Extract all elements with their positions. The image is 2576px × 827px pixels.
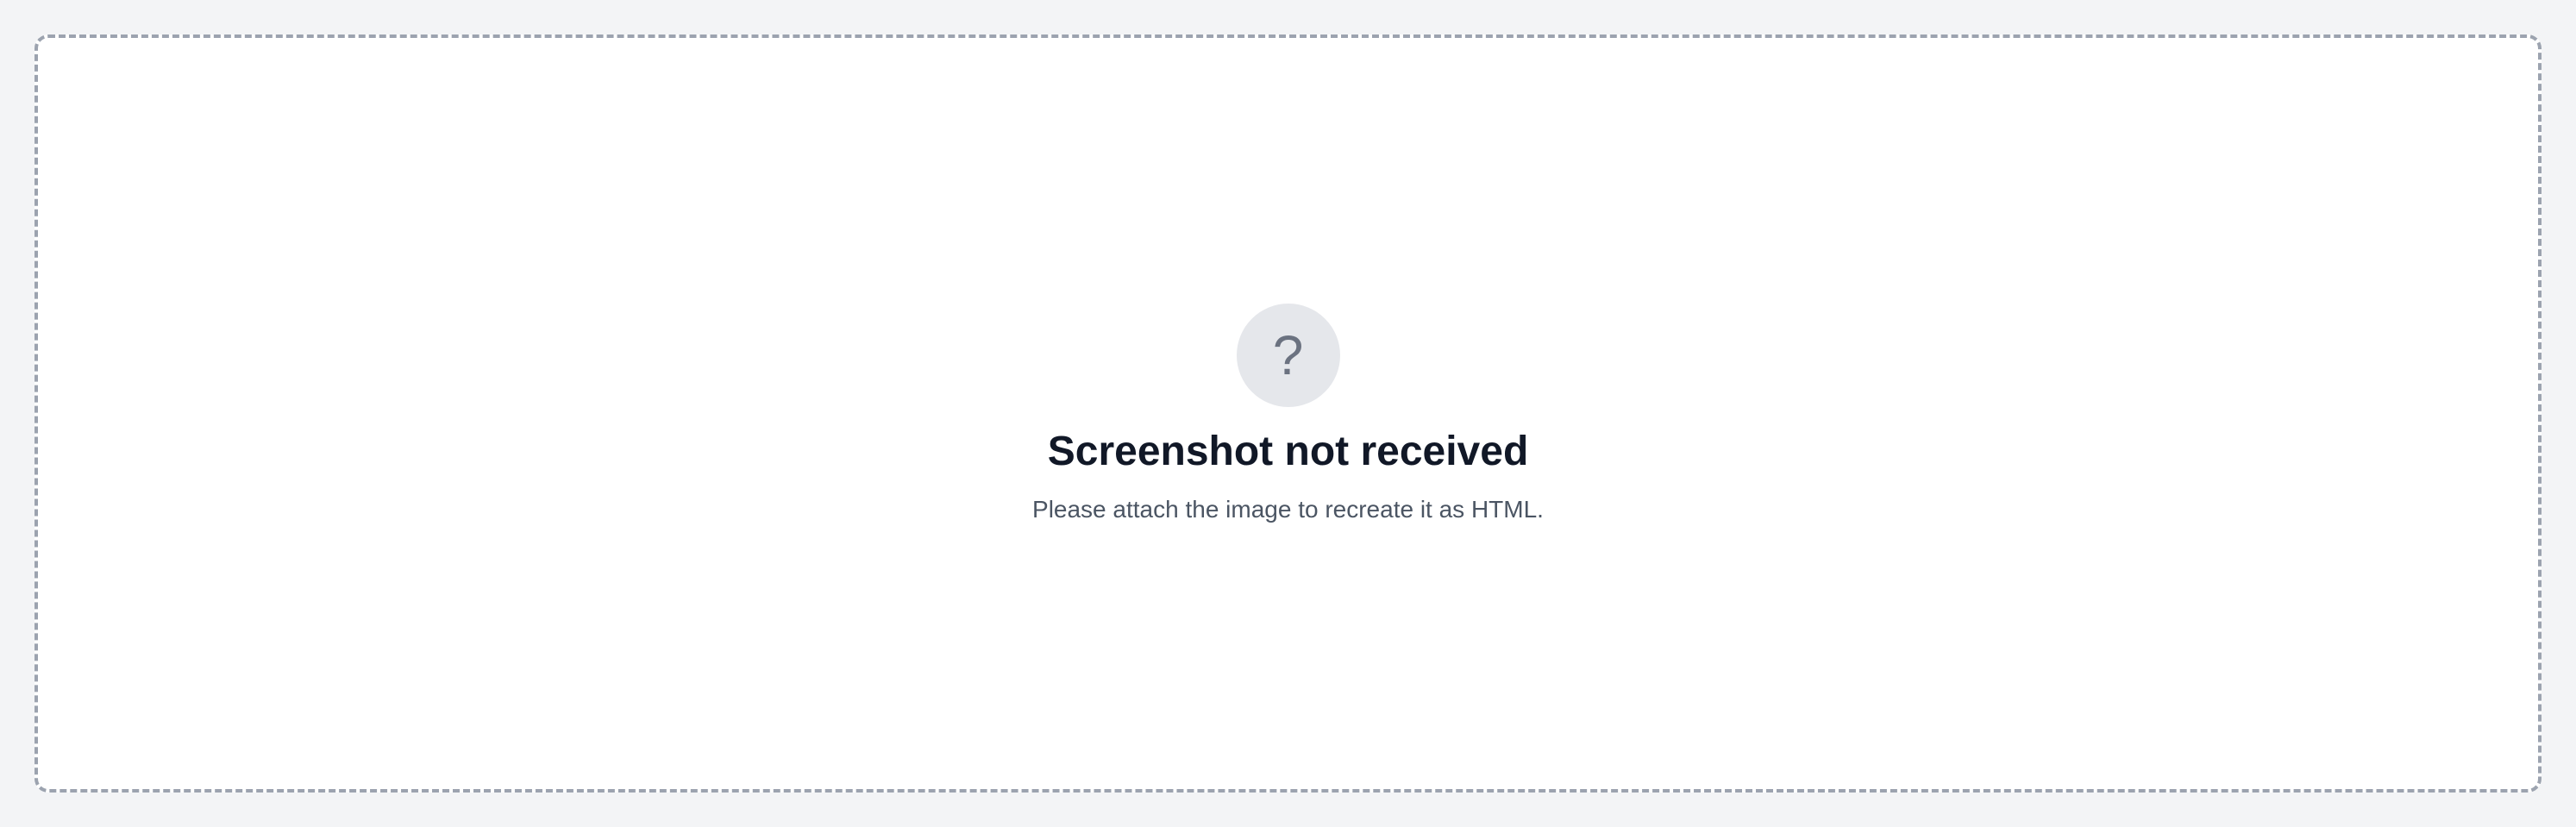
placeholder-message: Please attach the image to recreate it a… [1032,496,1544,523]
placeholder-card: ? Screenshot not received Please attach … [34,34,2542,793]
image-missing-icon: ? [1236,304,1340,407]
placeholder-title: Screenshot not received [1047,429,1529,474]
